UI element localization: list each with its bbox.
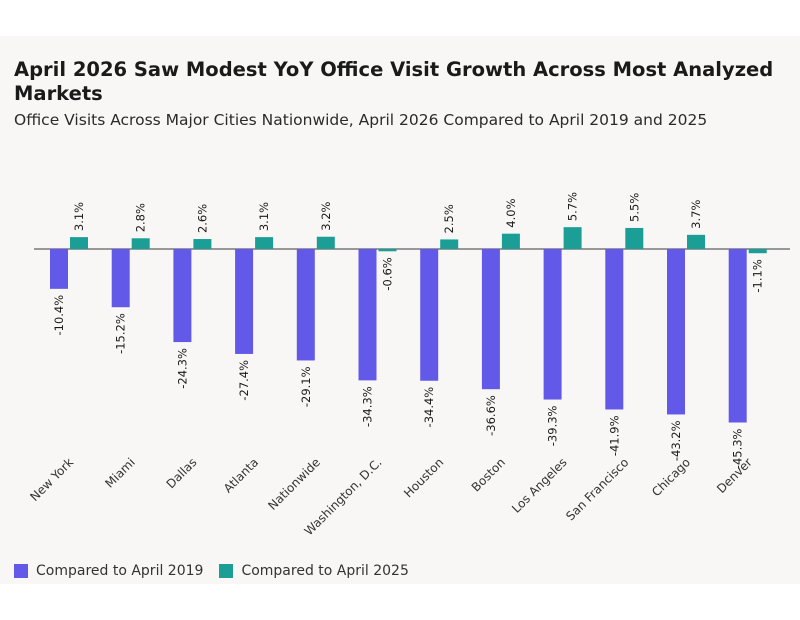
legend-swatch-2019 [14,564,28,578]
legend-swatch-2025 [219,564,234,578]
value-label-2019-6: -34.4% [422,387,436,428]
bar-2025-8[interactable] [563,227,582,249]
chart-subtitle: Office Visits Across Major Cities Nation… [14,111,708,129]
legend-item-2019[interactable]: Compared to April 2019 [14,563,203,579]
value-label-2025-2: 2.6% [195,204,209,233]
value-label-2025-3: 3.1% [257,202,271,231]
value-label-2025-7: 4.0% [504,198,518,227]
bar-2019-1[interactable] [111,249,130,308]
value-label-2025-6: 2.5% [442,204,456,233]
bar-2019-5[interactable] [358,249,377,381]
bar-2019-4[interactable] [296,249,315,361]
value-label-2025-9: 5.5% [627,193,641,222]
bar-2019-0[interactable] [50,249,68,289]
bar-2019-11[interactable] [728,249,747,423]
chart-legend: Compared to April 2019 Compared to April… [14,563,425,579]
bar-2019-9[interactable] [605,249,624,410]
legend-label-2019: Compared to April 2019 [36,563,204,579]
chart-title: April 2026 Saw Modest YoY Office Visit G… [14,58,774,105]
value-label-2019-10: -43.2% [669,420,683,461]
category-label-0: New York [27,455,76,504]
category-label-7: Boston [469,455,508,494]
bar-2019-8[interactable] [543,249,562,400]
value-label-2025-0: 3.1% [72,202,86,231]
value-label-2019-7: -36.6% [484,395,498,436]
bar-2025-0[interactable] [70,237,88,249]
value-label-2025-10: 3.7% [689,200,703,229]
value-label-2019-5: -34.3% [361,386,375,427]
bar-2025-10[interactable] [687,234,705,249]
bar-2019-2[interactable] [173,249,192,343]
bar-2019-6[interactable] [420,249,439,381]
value-label-2025-11: -1.1% [751,259,765,292]
bar-2019-3[interactable] [235,249,254,354]
category-label-2: Dallas [164,455,200,491]
value-label-2025-1: 2.8% [134,203,148,232]
value-label-2019-1: -15.2% [114,313,128,354]
bar-2025-3[interactable] [255,237,274,249]
category-label-6: Houston [401,455,446,500]
bar-2025-2[interactable] [193,239,212,249]
bar-2025-7[interactable] [501,233,520,249]
value-label-2019-2: -24.3% [175,348,189,389]
chart-card: April 2026 Saw Modest YoY Office Visit G… [0,36,800,584]
value-label-2019-9: -41.9% [607,415,621,456]
value-label-2025-4: 3.2% [319,201,333,230]
value-label-2019-0: -10.4% [52,295,66,336]
category-label-8: Los Angeles [509,455,570,516]
bar-2025-5[interactable] [378,249,397,252]
bar-chart: -10.4% 3.1% New York -15.2% 2.8% Miami -24.3% 2… [27,192,790,536]
bar-2025-9[interactable] [625,227,644,249]
category-label-4: Nationwide [265,455,323,513]
bar-2025-6[interactable] [440,239,459,249]
value-label-2019-3: -27.4% [237,360,251,401]
value-label-2019-8: -39.3% [546,405,560,446]
bar-2019-7[interactable] [481,249,500,390]
category-label-9: San Francisco [563,455,631,523]
category-label-3: Atlanta [221,455,261,495]
bar-2025-11[interactable] [748,249,767,254]
legend-label-2025: Compared to April 2025 [241,563,409,579]
bar-2019-10[interactable] [667,249,685,415]
value-label-2019-11: -45.3% [731,428,745,469]
value-label-2025-8: 5.7% [566,192,580,221]
value-label-2019-4: -29.1% [299,366,313,407]
bar-2025-4[interactable] [316,236,335,249]
category-label-1: Miami [102,455,137,490]
legend-item-2025[interactable]: Compared to April 2025 [219,563,409,579]
value-label-2025-5: -0.6% [381,257,395,290]
bar-2025-1[interactable] [131,238,150,249]
